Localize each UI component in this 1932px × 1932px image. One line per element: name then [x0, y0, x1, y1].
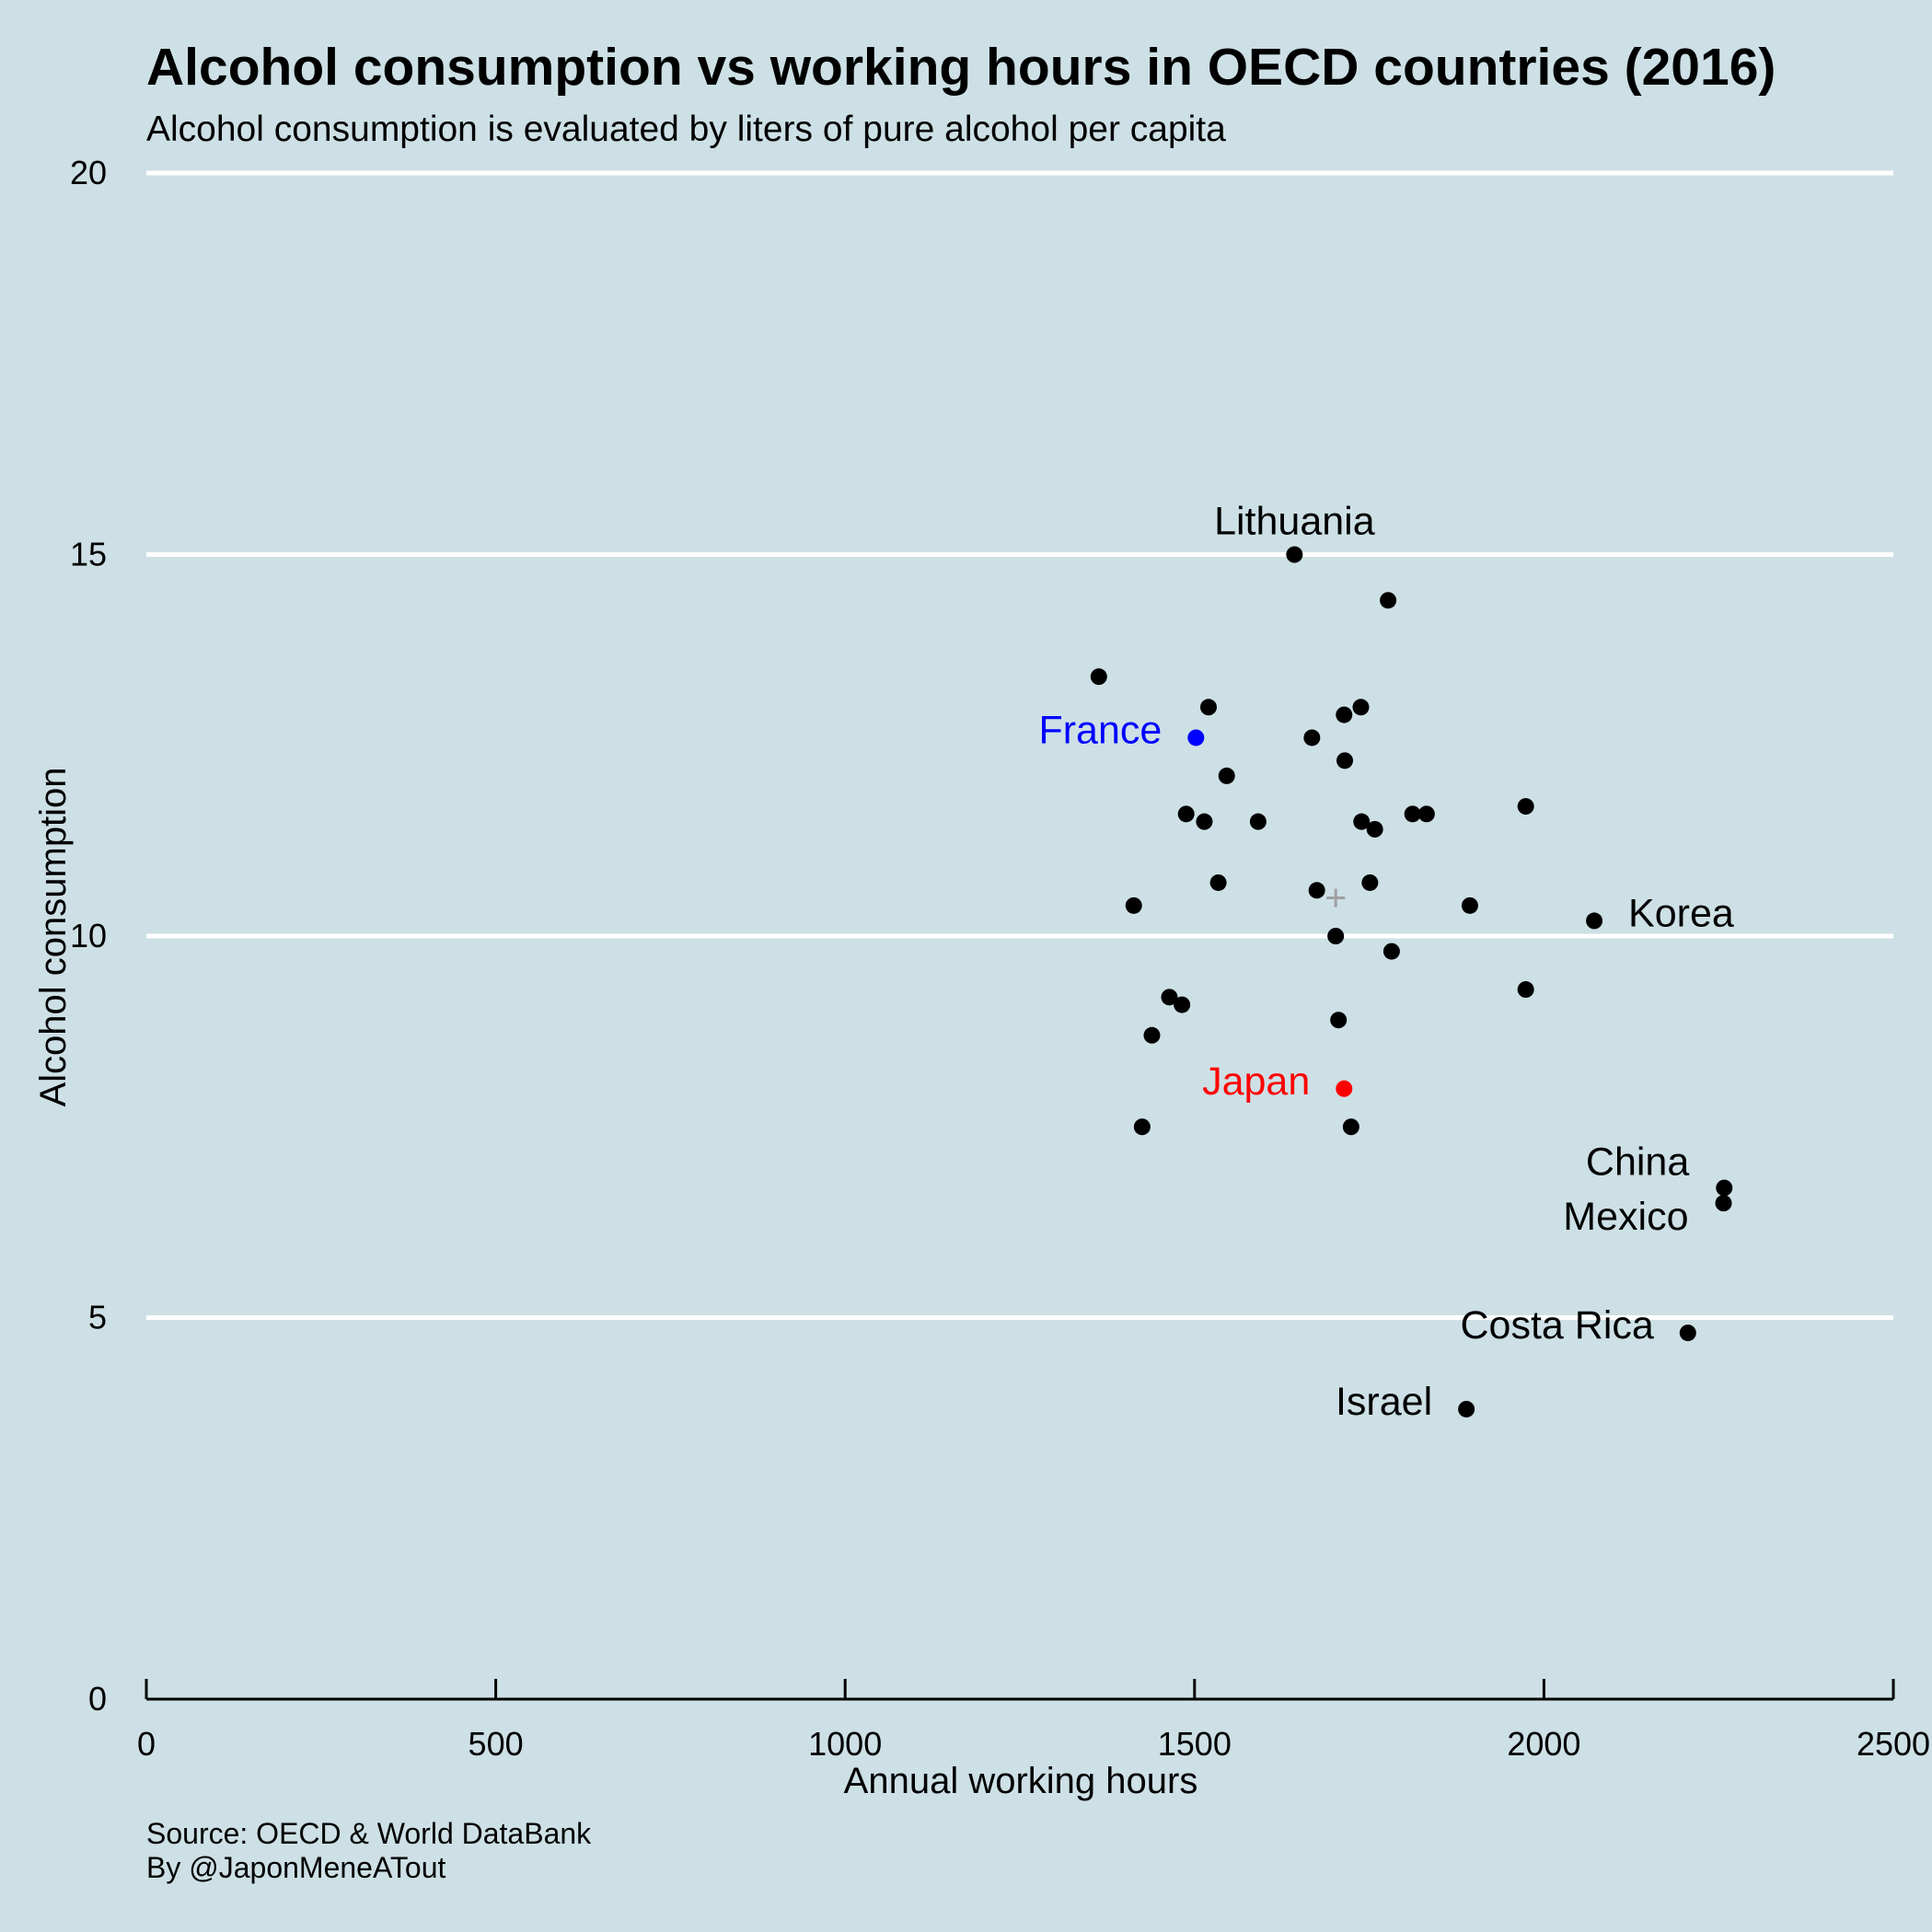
y-axis-ticks: 0 5 10 15 20	[70, 154, 107, 1718]
point-label: Israel	[1336, 1380, 1432, 1424]
data-point	[1174, 996, 1191, 1013]
data-point	[1517, 981, 1534, 999]
data-point	[1586, 912, 1603, 930]
data-point	[1336, 706, 1353, 723]
data-point	[1177, 805, 1195, 823]
caption-author: By @JaponMeneATout	[146, 1851, 446, 1884]
data-point	[1382, 943, 1400, 960]
mean-marker	[1326, 888, 1346, 908]
x-axis: 0 500 1000 1500 2000 2500	[137, 1679, 1930, 1763]
data-point	[1352, 699, 1370, 716]
point-label: Mexico	[1563, 1195, 1688, 1239]
point-label: China	[1586, 1140, 1689, 1185]
data-point	[1517, 798, 1534, 816]
y-tick-label: 15	[70, 536, 107, 573]
data-point	[1461, 897, 1478, 914]
y-tick-label: 20	[70, 154, 107, 191]
data-point	[1336, 752, 1354, 769]
y-tick-label: 0	[88, 1680, 107, 1718]
data-point	[1218, 767, 1235, 784]
y-tick-label: 5	[88, 1299, 107, 1336]
point-label: Korea	[1628, 891, 1734, 935]
point-label: Japan	[1202, 1059, 1310, 1104]
data-point	[1380, 592, 1397, 609]
x-tick-label: 1000	[808, 1725, 882, 1763]
gridlines	[146, 170, 1893, 1320]
data-point	[1342, 1118, 1359, 1136]
y-axis-label: Alcohol consumption	[33, 767, 74, 1106]
data-point	[1196, 813, 1213, 830]
data-point	[1303, 729, 1321, 746]
x-tick-label: 500	[469, 1725, 524, 1763]
data-point	[1308, 882, 1325, 899]
data-point	[1143, 1026, 1161, 1044]
data-point	[1187, 729, 1205, 746]
data-point	[1199, 699, 1217, 716]
data-point	[1417, 805, 1435, 823]
data-point	[1404, 805, 1421, 823]
data-point	[1330, 1012, 1348, 1029]
data-point	[1353, 813, 1371, 830]
point-label: France	[1038, 708, 1162, 752]
x-tick-label: 1500	[1158, 1725, 1232, 1763]
data-point	[1209, 873, 1227, 891]
data-point	[1327, 928, 1345, 944]
data-point	[1161, 989, 1178, 1006]
caption-source: Source: OECD & World DataBank	[146, 1817, 592, 1850]
point-label: Lithuania	[1214, 500, 1375, 544]
data-point	[1125, 897, 1142, 914]
x-axis-label: Annual working hours	[844, 1761, 1198, 1801]
chart-subtitle: Alcohol consumption is evaluated by lite…	[146, 110, 1226, 149]
data-point	[1679, 1325, 1696, 1342]
point-label: Costa Rica	[1460, 1303, 1653, 1348]
data-point	[1336, 1080, 1353, 1097]
data-point	[1133, 1118, 1151, 1136]
x-tick-label: 2000	[1507, 1725, 1580, 1763]
chart-title: Alcohol consumption vs working hours in …	[146, 38, 1776, 97]
data-point	[1361, 873, 1379, 891]
x-tick-label: 0	[137, 1725, 156, 1763]
point-labels: Lithuania France Korea Japan China Mexico Cost…	[1038, 500, 1733, 1424]
data-point	[1249, 813, 1267, 830]
data-points	[1090, 546, 1733, 1417]
x-tick-label: 2500	[1857, 1725, 1930, 1763]
data-point	[1286, 546, 1303, 563]
data-point	[1715, 1195, 1732, 1212]
data-point	[1090, 668, 1107, 686]
data-point	[1458, 1400, 1475, 1417]
data-point	[1716, 1179, 1733, 1197]
data-point	[1366, 820, 1383, 838]
y-tick-label: 10	[70, 917, 107, 954]
